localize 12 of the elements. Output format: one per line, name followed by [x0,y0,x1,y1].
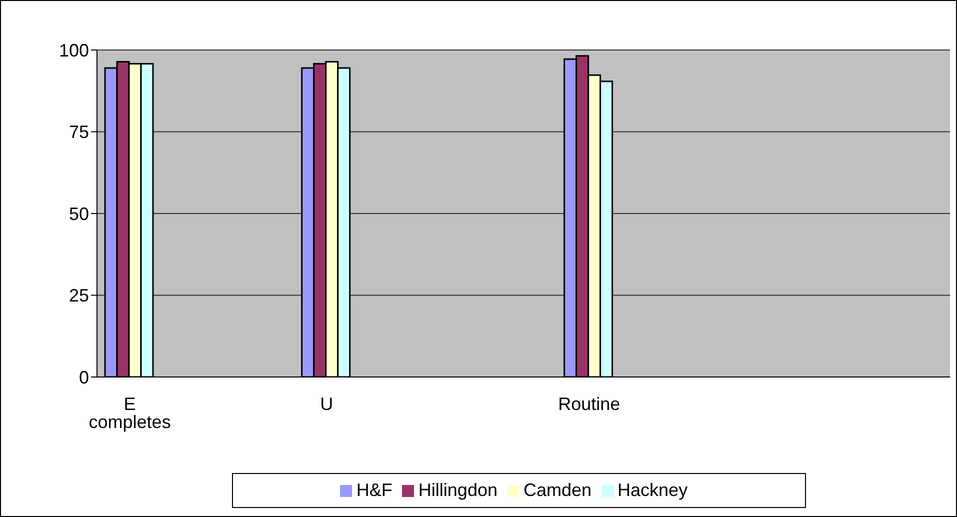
x-tick-label: E completes [88,394,171,432]
legend-label: Camden [523,480,592,500]
x-tick-label: Routine [558,394,620,414]
legend-label: Hackney [618,480,688,500]
y-tick-label: 25 [68,286,89,306]
x-tick-label: U [320,394,334,414]
y-tick-label: 0 [78,367,89,388]
y-tick-label: 100 [58,40,89,60]
y-tick-label: 50 [68,204,89,224]
y-tick-label: 75 [68,122,89,142]
legend-label: H&F [356,480,392,500]
legend-label: Hillingdon [418,480,498,500]
